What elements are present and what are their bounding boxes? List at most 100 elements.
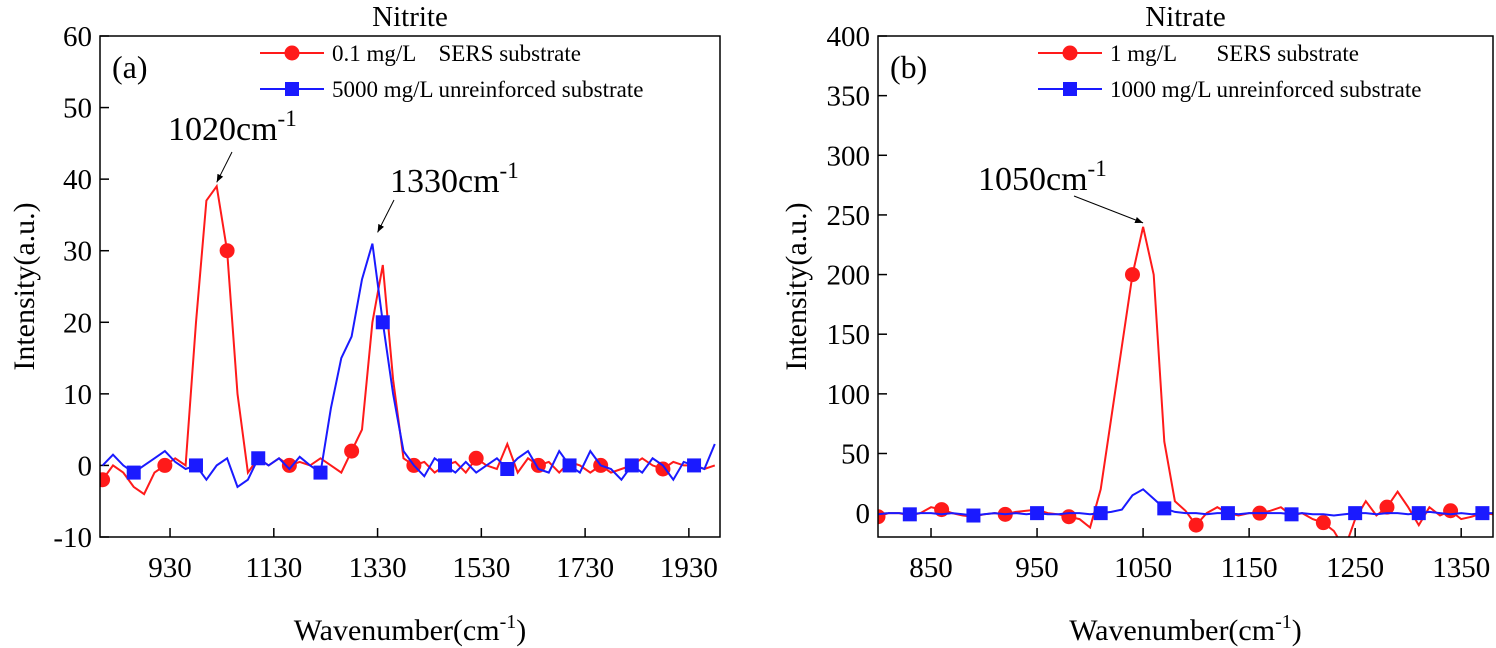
y-tick-label: 300: [827, 140, 871, 172]
legend-marker: [284, 45, 300, 61]
y-tick-label: 200: [827, 260, 871, 292]
legend-label: 1 mg/L SERS substrate: [1110, 41, 1359, 66]
marker: [902, 507, 917, 522]
y-tick-label: 100: [827, 379, 871, 411]
annotation-arrow: [216, 151, 233, 183]
annotation-text: 1050cm: [978, 161, 1088, 198]
x-tick-label: 1930: [660, 552, 718, 584]
annotation: 1330cm-1: [390, 158, 519, 200]
x-tick-label: 1250: [1326, 552, 1384, 584]
marker: [1188, 517, 1204, 533]
y-tick-label: 60: [63, 21, 92, 53]
series-line: [878, 488, 1493, 517]
annotation-sup: -1: [278, 106, 297, 131]
y-tick-label: 10: [63, 379, 92, 411]
y-axis-label: Intensity(a.u.): [780, 202, 813, 370]
y-tick-label: 0: [78, 450, 93, 482]
y-tick-label: 350: [827, 81, 871, 113]
marker: [313, 465, 328, 480]
x-tick-label: 1050: [1114, 552, 1172, 584]
x-axis-label: Wavenumber(cm-1): [294, 611, 527, 647]
series-line: [101, 243, 716, 489]
x-tick-label: 1350: [1432, 552, 1490, 584]
legend-label: 0.1 mg/L SERS substrate: [332, 41, 581, 66]
annotation-arrow: [377, 199, 395, 233]
panel-label: (b): [890, 49, 927, 85]
marker: [1157, 501, 1172, 516]
x-axis-label-sup: -1: [1275, 611, 1292, 633]
series-line: [101, 183, 716, 496]
annotation-text: 1020cm: [168, 111, 278, 148]
marker: [687, 458, 702, 473]
x-axis-label-part: Wavenumber(cm: [294, 614, 500, 647]
annotation-arrow: [1073, 195, 1144, 224]
panel: Nitrate 0 50 100 150 200 250 300 350 400 850 950 105…: [780, 1, 1494, 647]
marker: [1061, 509, 1077, 525]
legend-label: 1000 mg/L unreinforced substrate: [1110, 77, 1421, 102]
y-tick-label: 250: [827, 200, 871, 232]
marker: [468, 450, 484, 466]
marker: [1348, 506, 1363, 521]
y-tick-label: 400: [827, 21, 871, 53]
x-axis-label-sup: -1: [500, 611, 517, 633]
legend-marker: [1063, 82, 1077, 96]
plot-frame: [877, 35, 1494, 538]
marker: [966, 508, 981, 523]
marker: [1220, 506, 1235, 521]
marker: [1124, 267, 1140, 283]
panel: Nitrite -10 0 10 20 30 40 50 60 930 1130 1330 1530 17…: [8, 1, 721, 647]
marker: [251, 451, 266, 466]
marker: [1379, 499, 1395, 515]
marker: [1475, 506, 1490, 521]
marker: [624, 458, 639, 473]
y-tick-label: 40: [63, 164, 92, 196]
plot-area: [878, 226, 1493, 537]
y-tick-label: 30: [63, 236, 92, 268]
x-axis-label-part: ): [516, 614, 526, 647]
marker: [1284, 507, 1299, 522]
x-tick-label: 850: [909, 552, 953, 584]
series-line: [878, 226, 1493, 537]
legend-marker: [285, 82, 299, 96]
plot-frame: [99, 35, 721, 538]
marker: [438, 458, 453, 473]
x-tick-label: 1150: [1221, 552, 1278, 584]
y-tick-label: 50: [63, 93, 92, 125]
x-tick-label: 1530: [452, 552, 510, 584]
x-tick-label: 930: [148, 552, 192, 584]
marker: [1443, 503, 1459, 519]
x-tick-label: 950: [1015, 552, 1059, 584]
x-tick-label: 1130: [245, 552, 302, 584]
marker: [1411, 506, 1426, 521]
y-tick-label: -10: [53, 522, 92, 554]
panel-label: (a): [112, 49, 148, 85]
legend-label: 5000 mg/L unreinforced substrate: [332, 77, 643, 102]
marker: [281, 457, 297, 473]
marker: [1030, 506, 1045, 521]
y-axis-label: Intensity(a.u.): [8, 202, 41, 370]
legend-marker: [1062, 45, 1078, 61]
annotation: 1020cm-1: [168, 106, 297, 148]
marker: [126, 465, 141, 480]
marker: [344, 443, 360, 459]
marker: [1315, 515, 1331, 531]
marker: [500, 462, 515, 477]
marker: [375, 315, 390, 330]
marker: [157, 457, 173, 473]
x-axis-label: Wavenumber(cm-1): [1069, 611, 1302, 647]
x-axis-label-part: Wavenumber(cm: [1069, 614, 1275, 647]
marker: [219, 243, 235, 259]
annotation-sup: -1: [500, 158, 519, 183]
chart-title: Nitrite: [372, 1, 448, 33]
marker: [655, 461, 671, 477]
annotation-sup: -1: [1088, 156, 1107, 181]
y-tick-label: 50: [841, 439, 870, 471]
annotation: 1050cm-1: [978, 156, 1107, 198]
chart-title: Nitrate: [1145, 1, 1226, 33]
marker: [188, 458, 203, 473]
y-tick-label: 150: [827, 319, 871, 351]
x-tick-label: 1730: [556, 552, 614, 584]
annotation-text: 1330cm: [390, 163, 500, 200]
x-axis-label-part: ): [1292, 614, 1302, 647]
